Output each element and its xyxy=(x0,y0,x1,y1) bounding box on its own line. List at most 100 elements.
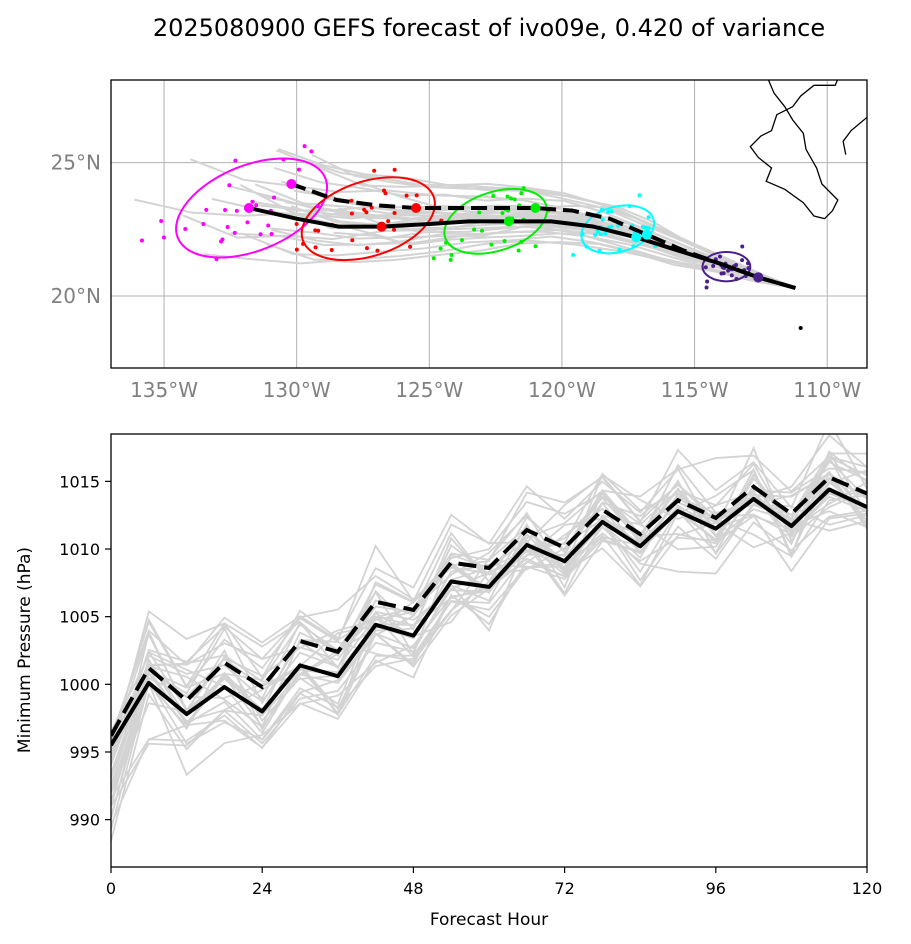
member-position xyxy=(315,204,320,209)
cluster-mean-marker xyxy=(753,272,764,283)
member-position xyxy=(302,144,307,149)
member-position xyxy=(740,258,745,263)
member-position xyxy=(746,266,751,271)
member-position xyxy=(204,207,209,212)
member-position xyxy=(489,242,494,247)
x-tick-label: 120 xyxy=(852,879,883,898)
cluster-mean-marker xyxy=(631,232,642,243)
member-pressure-line xyxy=(111,434,867,775)
member-position xyxy=(603,231,608,236)
member-position xyxy=(414,193,419,198)
member-position xyxy=(161,235,166,240)
member-position xyxy=(444,240,449,245)
member-position xyxy=(258,232,263,237)
member-position xyxy=(349,198,354,203)
cluster-mean-marker xyxy=(530,203,541,213)
member-position xyxy=(392,167,397,172)
member-position xyxy=(254,203,259,208)
member-position xyxy=(296,167,301,172)
member-position xyxy=(201,222,206,227)
member-position xyxy=(729,273,734,278)
member-position xyxy=(746,261,751,266)
cluster-mean-marker xyxy=(503,216,514,227)
member-track xyxy=(285,201,796,289)
x-tick-label: 24 xyxy=(252,879,272,898)
member-position xyxy=(512,197,517,202)
member-position xyxy=(521,186,526,191)
member-position xyxy=(459,238,464,243)
member-pressure-line xyxy=(111,460,867,804)
cluster-mean-marker xyxy=(411,203,422,213)
member-position xyxy=(223,207,228,212)
member-position xyxy=(584,244,589,249)
member-position xyxy=(234,208,239,213)
member-position xyxy=(313,228,318,233)
figure-title: 2025080900 GEFS forecast of ivo09e, 0.42… xyxy=(153,14,825,42)
y-axis-label: Minimum Pressure (hPa) xyxy=(15,547,35,753)
member-pressure-line xyxy=(111,490,867,734)
member-position xyxy=(705,279,710,284)
member-pressure-line xyxy=(111,503,867,794)
member-pressure-line xyxy=(111,477,867,817)
member-position xyxy=(600,217,605,222)
member-position xyxy=(404,193,409,198)
member-position xyxy=(269,232,274,237)
track-map-panel: 135°W 130°W 125°W 120°W 115°W 110°W 20°N 25°N xyxy=(51,79,868,402)
map-lon-tick-label: 135°W xyxy=(130,378,198,402)
member-position xyxy=(519,191,524,196)
member-position xyxy=(502,239,507,244)
member-position xyxy=(309,149,314,154)
member-position xyxy=(719,271,724,276)
mean-tracks xyxy=(243,179,796,290)
member-position xyxy=(245,220,250,225)
member-position xyxy=(392,227,397,232)
member-position xyxy=(350,238,355,243)
member-position xyxy=(449,252,454,257)
member-position xyxy=(599,207,604,212)
member-position xyxy=(386,219,391,224)
y-tick-label: 1010 xyxy=(59,540,100,559)
member-position xyxy=(294,247,299,252)
member-position xyxy=(364,246,369,251)
member-position xyxy=(183,227,188,232)
member-position xyxy=(645,226,650,231)
member-position xyxy=(509,196,514,201)
member-track xyxy=(359,181,797,289)
member-position xyxy=(272,195,277,200)
member-position xyxy=(438,246,443,251)
member-position xyxy=(408,244,413,249)
member-position xyxy=(609,209,614,214)
member-position xyxy=(382,188,387,193)
map-lon-tick-label: 115°W xyxy=(661,378,729,402)
mean-pressure-solid xyxy=(111,487,867,747)
mainland-coastline xyxy=(842,116,867,155)
member-position xyxy=(627,204,632,209)
member-position xyxy=(593,232,598,237)
cluster-ellipse xyxy=(175,157,329,259)
mean-track-solid xyxy=(248,206,796,290)
member-pressure-line xyxy=(111,468,867,793)
cluster-mean-marker xyxy=(243,203,254,213)
member-position xyxy=(392,211,397,216)
member-position xyxy=(617,247,622,252)
mean-track-dashed xyxy=(290,182,796,290)
member-position xyxy=(717,254,722,259)
member-position xyxy=(266,223,271,228)
cluster-ellipse xyxy=(300,176,436,262)
member-position xyxy=(225,224,230,229)
member-position xyxy=(500,210,505,215)
member-position xyxy=(349,211,354,216)
member-position xyxy=(139,238,144,243)
member-position xyxy=(491,193,496,198)
member-position xyxy=(597,248,602,253)
cluster-ellipse xyxy=(701,250,752,283)
map-frame xyxy=(110,79,868,369)
island xyxy=(798,326,803,330)
cluster-mean-marker xyxy=(376,221,387,232)
member-position xyxy=(571,252,576,257)
member-position xyxy=(214,257,219,262)
member-position xyxy=(472,227,477,232)
x-tick-label: 96 xyxy=(706,879,726,898)
y-tick-label: 995 xyxy=(69,743,100,762)
